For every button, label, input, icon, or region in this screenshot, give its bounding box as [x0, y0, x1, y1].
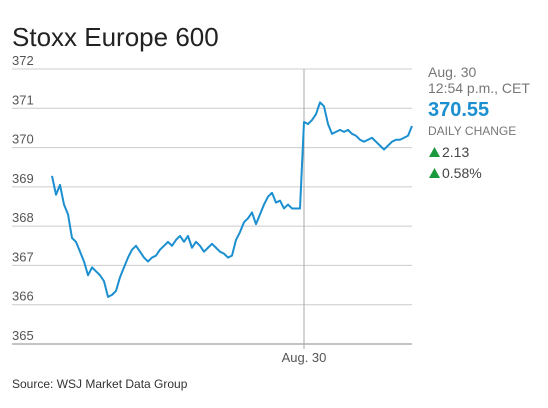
up-arrow: [429, 147, 440, 157]
y-tick-label: 368: [12, 210, 34, 225]
summary-change: 2.13: [442, 144, 469, 160]
summary-date: Aug. 30: [428, 64, 476, 80]
up-arrow: [429, 168, 440, 178]
y-tick-label: 365: [12, 328, 34, 343]
line-series: [51, 101, 413, 298]
summary-last: 370.55: [428, 99, 489, 121]
y-tick-label: 371: [12, 92, 34, 107]
chart-title: Stoxx Europe 600: [12, 22, 219, 52]
summary-time: 12:54 p.m., CET: [428, 80, 530, 96]
source: Source: WSJ Market Data Group: [12, 377, 188, 391]
y-tick-label: 366: [12, 289, 34, 304]
y-tick-label: 372: [12, 53, 34, 68]
y-tick-label: 370: [12, 132, 34, 147]
x-tick-label: Aug. 30: [282, 350, 327, 365]
summary-change-label: DAILY CHANGE: [428, 124, 516, 138]
summary-change-pct: 0.58%: [442, 165, 482, 181]
y-tick-label: 367: [12, 249, 34, 264]
y-tick-label: 369: [12, 171, 34, 186]
